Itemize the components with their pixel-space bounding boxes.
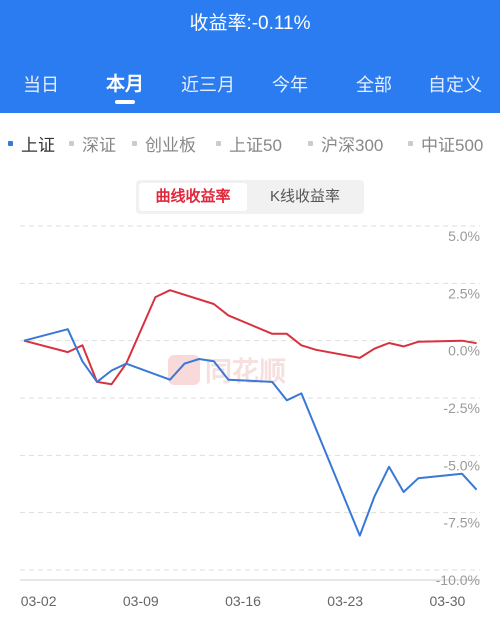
index-sse50-label: 上证50	[229, 135, 282, 155]
y-axis-ticks: 5.0% 2.5% 0.0% -2.5% -5.0% -7.5% -10.0%	[436, 228, 480, 588]
tab-all[interactable]: 全部	[356, 75, 392, 95]
tab-this-month[interactable]: 本月	[105, 74, 144, 95]
index-csi300[interactable]: 沪深300	[308, 128, 383, 158]
active-tab-indicator	[115, 100, 135, 104]
header-bar: 收益率:-0.11% 当日 本月 近三月 今年 全部 自定义	[0, 0, 500, 113]
x-axis-ticks: 03-02 03-09 03-16 03-23 03-30	[21, 593, 466, 609]
x-tick-label: 03-16	[225, 593, 261, 609]
curve-return-button[interactable]: 曲线收益率	[139, 183, 247, 211]
index-shenzhen[interactable]: 深证	[69, 128, 116, 158]
x-tick-label: 03-23	[327, 593, 363, 609]
index-shanghai[interactable]: 上证	[8, 128, 55, 158]
index-chinext-label: 创业板	[145, 135, 196, 155]
index-csi500[interactable]: 中证500	[408, 128, 483, 158]
y-tick-label: -10.0%	[436, 572, 480, 588]
index-shanghai-label: 上证	[21, 135, 55, 155]
index-selector: 上证 深证 创业板 上证50 沪深300 中证500	[0, 128, 500, 158]
tab-last-three-months[interactable]: 近三月	[181, 75, 235, 95]
index-csi300-marker	[308, 140, 313, 146]
watermark-icon	[168, 355, 200, 385]
return-type-toggle: 曲线收益率 K线收益率	[136, 180, 364, 214]
tab-today[interactable]: 当日	[23, 75, 59, 95]
kline-return-button[interactable]: K线收益率	[269, 188, 340, 205]
index-shanghai-marker	[8, 140, 13, 146]
y-tick-label: -5.0%	[443, 457, 480, 473]
return-rate-title: 收益率:-0.11%	[189, 13, 311, 34]
x-tick-label: 03-02	[21, 593, 57, 609]
portfolio-return-line	[23, 289, 477, 386]
y-tick-label: 2.5%	[448, 285, 480, 301]
tab-this-year[interactable]: 今年	[272, 75, 308, 95]
index-sse50-marker	[216, 140, 221, 146]
index-csi500-label: 中证500	[421, 135, 484, 155]
index-sse50[interactable]: 上证50	[216, 128, 282, 158]
index-shenzhen-marker	[69, 140, 74, 146]
x-tick-label: 03-09	[123, 593, 159, 609]
tab-custom[interactable]: 自定义	[428, 75, 482, 95]
index-chinext-marker	[132, 140, 137, 146]
return-line-chart[interactable]: 同花顺 5.0% 2.5% 0.0% -2.5% -5.0% -7.5% -10.0% 03…	[0, 215, 500, 641]
index-csi500-marker	[408, 140, 413, 146]
index-csi300-label: 沪深300	[321, 135, 384, 155]
y-tick-label: -2.5%	[443, 400, 480, 416]
y-tick-label: 0.0%	[448, 343, 480, 359]
index-shenzhen-label: 深证	[82, 135, 116, 155]
shanghai-index-line	[23, 328, 478, 537]
y-tick-label: 5.0%	[448, 228, 480, 244]
watermark-logo: 同花顺	[168, 355, 286, 388]
y-tick-label: -7.5%	[443, 515, 480, 531]
chart-grid	[20, 225, 480, 581]
x-tick-label: 03-30	[429, 593, 465, 609]
chart-series	[23, 289, 478, 537]
index-chinext[interactable]: 创业板	[132, 128, 196, 158]
